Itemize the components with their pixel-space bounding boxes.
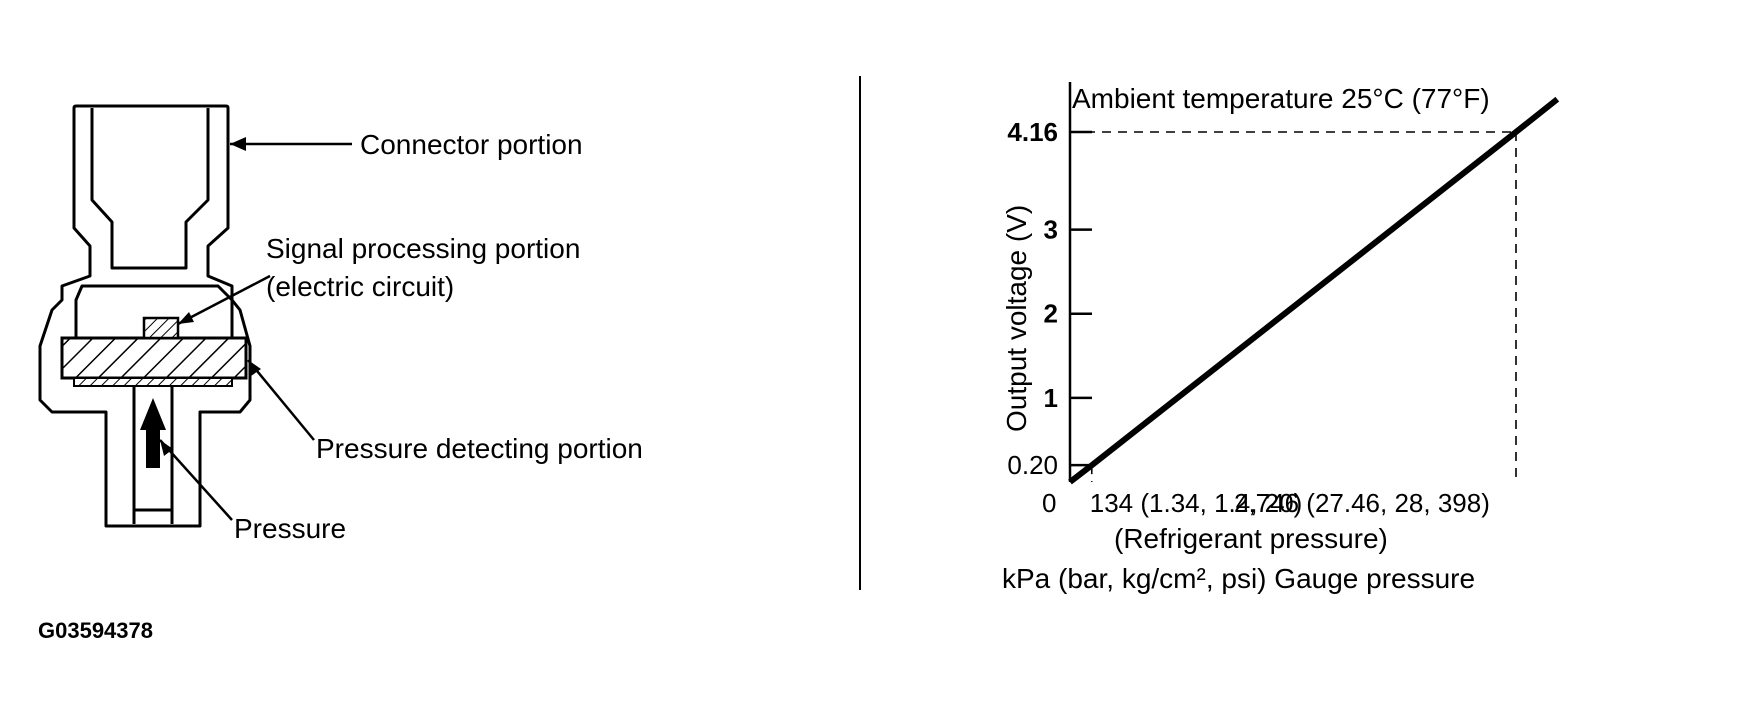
y-tick-label: 2 (1044, 299, 1058, 329)
x-axis-label: (Refrigerant pressure) (1114, 523, 1388, 554)
pressure-detecting-element (60, 336, 248, 380)
x-tick-label: 2,746 (27.46, 28, 398) (1234, 488, 1490, 518)
connector-cavity (90, 108, 210, 270)
figure-id: G03594378 (38, 618, 153, 643)
x-axis-unit-label: kPa (bar, kg/cm², psi) Gauge pressure (1002, 563, 1475, 594)
y-ticks (1070, 130, 1092, 467)
y-tick-label: 3 (1044, 215, 1058, 245)
signal-processing-chip (142, 316, 180, 340)
sensor-diagram (38, 104, 252, 528)
x-tick-label: 0 (1042, 488, 1056, 518)
signal-processing-sublabel: (electric circuit) (266, 271, 454, 302)
voltage-chart: 0.20 1 2 3 4.16 0 134 (1.34, 1.4, 20)2,746 (2… (1001, 82, 1560, 594)
connector-label: Connector portion (360, 129, 583, 160)
y-tick-label: 0.20 (1007, 450, 1058, 480)
x-tick-label: 134 (1.34, 1.4, 20) (1090, 488, 1302, 518)
signal-processing-label: Signal processing portion (266, 233, 580, 264)
series-line (1068, 96, 1560, 485)
connector-outline (38, 104, 252, 528)
pressure-label: Pressure (234, 513, 346, 544)
pressure-detecting-label: Pressure detecting portion (316, 433, 643, 464)
y-tick-label: 1 (1044, 383, 1058, 413)
leader-lines (159, 137, 352, 521)
diaphragm-plate (73, 377, 233, 387)
y-tick-label: 4.16 (1007, 117, 1058, 147)
y-axis-label: Output voltage (V) (1001, 205, 1032, 432)
pressure-arrow-icon (140, 398, 166, 468)
chart-title: Ambient temperature 25°C (77°F) (1072, 83, 1490, 114)
y-tick-labels: 0.20 1 2 3 4.16 (1007, 117, 1058, 480)
x-tick-labels: 0 134 (1.34, 1.4, 20)2,746 (27.46, 28, 39… (1042, 488, 1490, 518)
